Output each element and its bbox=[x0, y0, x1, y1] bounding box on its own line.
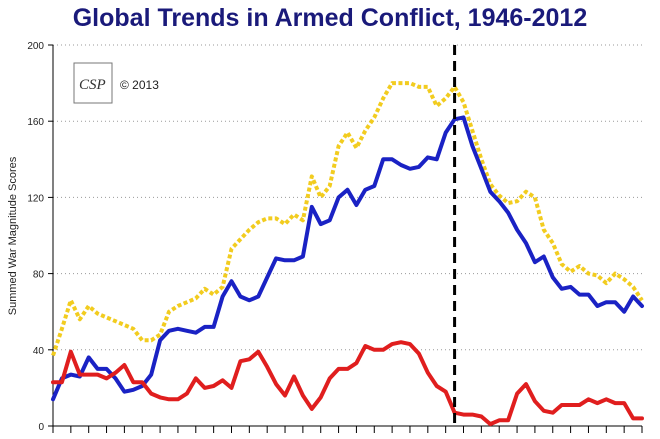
series-line-total bbox=[51, 81, 644, 357]
y-tick-labels: 0 40 80 120 160 200 bbox=[27, 41, 53, 433]
y-tick-label-120: 120 bbox=[27, 193, 44, 204]
axes bbox=[52, 45, 642, 427]
chart-title: Global Trends in Armed Conflict, 1946-20… bbox=[72, 4, 588, 32]
y-axis-label: Summed War Magnitude Scores bbox=[7, 156, 19, 315]
series-line-international bbox=[51, 340, 644, 427]
csp-logo-text: CSP bbox=[79, 77, 106, 93]
x-tick-marks bbox=[52, 426, 643, 433]
series-line-civil bbox=[51, 115, 644, 402]
csp-logo: CSP bbox=[73, 62, 113, 104]
copyright-text: © 2013 bbox=[120, 78, 159, 92]
series-lines bbox=[51, 81, 644, 427]
y-tick-label-80: 80 bbox=[33, 270, 45, 281]
y-tick-label-200: 200 bbox=[27, 41, 44, 52]
y-tick-label-160: 160 bbox=[27, 117, 44, 128]
y-tick-label-40: 40 bbox=[33, 346, 45, 357]
y-tick-label-0: 0 bbox=[38, 422, 44, 433]
